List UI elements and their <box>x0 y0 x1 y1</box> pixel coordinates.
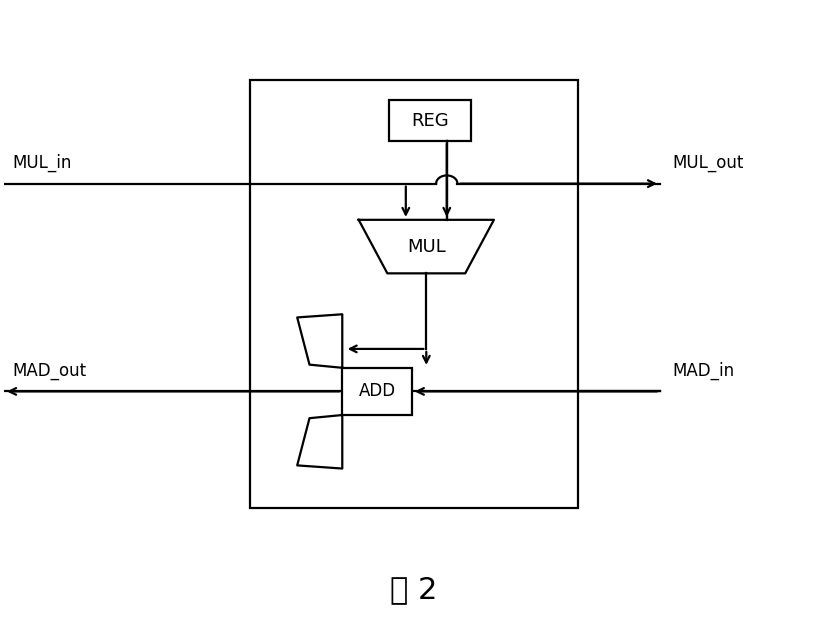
Text: MUL: MUL <box>406 237 445 256</box>
Bar <box>389 100 471 141</box>
Text: MUL_out: MUL_out <box>672 154 743 172</box>
Bar <box>342 367 412 415</box>
Bar <box>250 80 577 508</box>
Text: 图 2: 图 2 <box>390 575 437 604</box>
Text: REG: REG <box>411 112 449 130</box>
Text: MAD_in: MAD_in <box>672 362 734 380</box>
Text: MUL_in: MUL_in <box>12 154 72 172</box>
Text: ADD: ADD <box>358 382 395 401</box>
Text: MAD_out: MAD_out <box>12 362 86 380</box>
